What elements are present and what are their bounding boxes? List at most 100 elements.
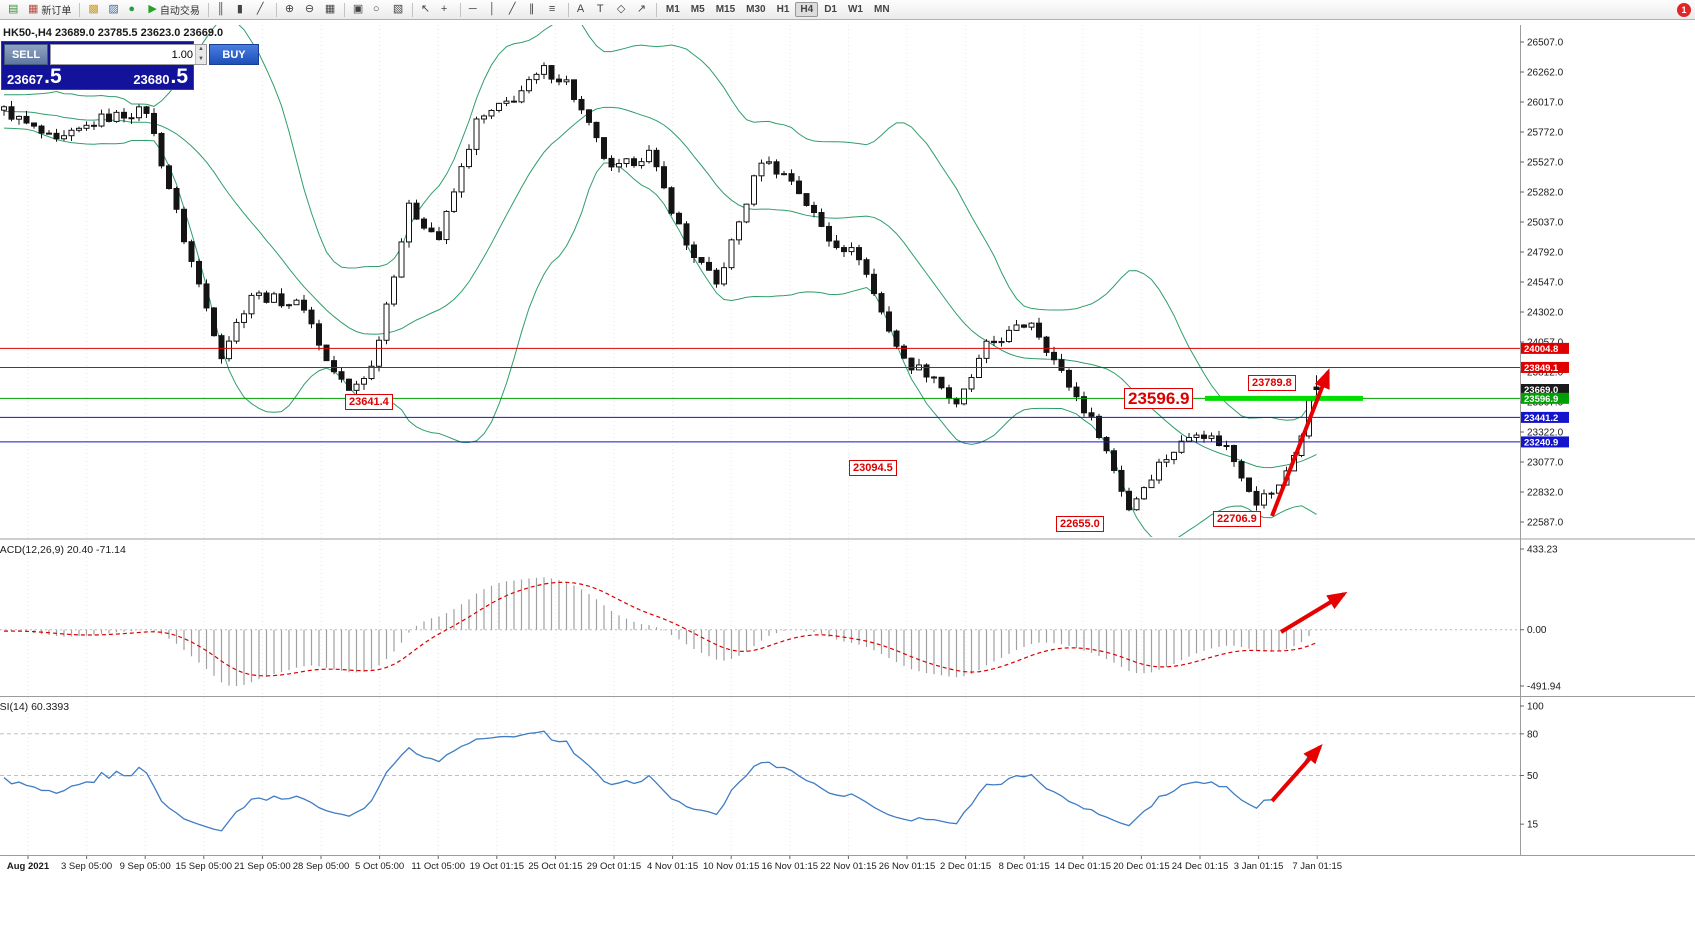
buy-price-pips: .5 bbox=[170, 65, 188, 88]
svg-text:26507.0: 26507.0 bbox=[1527, 38, 1564, 49]
svg-text:24792.0: 24792.0 bbox=[1527, 248, 1564, 259]
timeframe-m5[interactable]: M5 bbox=[690, 4, 705, 15]
price-annotation[interactable]: 23641.4 bbox=[345, 394, 393, 410]
timeframe-w1[interactable]: W1 bbox=[847, 4, 863, 15]
svg-text:24004.8: 24004.8 bbox=[1524, 344, 1558, 355]
svg-text:26262.0: 26262.0 bbox=[1527, 68, 1564, 79]
svg-text:26017.0: 26017.0 bbox=[1527, 98, 1564, 109]
line-mode-icon[interactable]: ╱ bbox=[253, 1, 272, 18]
mailbox-icon[interactable]: ▩ bbox=[84, 1, 103, 18]
new-order-glyph: ▦ bbox=[28, 3, 39, 15]
buy-button[interactable]: BUY bbox=[209, 44, 259, 65]
sell-price[interactable]: 23667.5 bbox=[7, 65, 62, 88]
crosshair-icon-glyph: + bbox=[440, 3, 448, 15]
notification-badge[interactable]: 1 bbox=[1677, 2, 1691, 17]
timeframe-h1[interactable]: H1 bbox=[776, 4, 790, 15]
tile-windows-icon-glyph: ▦ bbox=[324, 3, 336, 15]
zoom-in-icon[interactable]: ⊕ bbox=[281, 1, 300, 18]
volume-up-icon[interactable]: ▲ bbox=[195, 45, 206, 55]
strategy-tester-icon[interactable]: ▧ bbox=[389, 1, 408, 18]
sell-button[interactable]: SELL bbox=[4, 44, 48, 65]
svg-text:25282.0: 25282.0 bbox=[1527, 188, 1564, 199]
market-icon-glyph: ▨ bbox=[108, 3, 119, 15]
timeframe-m1[interactable]: M1 bbox=[665, 4, 680, 15]
tile-windows-icon[interactable]: ▦ bbox=[321, 1, 340, 18]
price-axis[interactable]: 26507.0 26262.0 26017.0 25772.0 25527.0 25282… bbox=[1520, 38, 1569, 831]
clock-icon-glyph: ○ bbox=[372, 3, 380, 15]
text-icon[interactable]: A bbox=[573, 1, 592, 18]
price-annotation[interactable]: 22706.9 bbox=[1213, 511, 1261, 527]
chart-window-icon[interactable]: ▤ bbox=[4, 1, 23, 18]
community-icon[interactable]: ● bbox=[124, 1, 143, 18]
time-axis[interactable]: Aug 2021 3 Sep 05:00 9 Sep 05:00 15 Sep 05:… bbox=[7, 855, 1342, 872]
horizontal-line-icon[interactable]: ─ bbox=[465, 1, 484, 18]
svg-text:25772.0: 25772.0 bbox=[1527, 128, 1564, 139]
market-icon[interactable]: ▨ bbox=[104, 1, 123, 18]
new-chart-icon[interactable]: ▣ bbox=[349, 1, 368, 18]
label-icon[interactable]: T bbox=[593, 1, 612, 18]
trend-arrow[interactable] bbox=[1279, 591, 1348, 634]
sell-price-pips: .5 bbox=[44, 65, 62, 88]
zoom-out-icon[interactable]: ⊖ bbox=[301, 1, 320, 18]
candles-mode-icon[interactable]: ▮ bbox=[233, 1, 252, 18]
svg-text:100: 100 bbox=[1527, 702, 1544, 713]
price-annotation[interactable]: 23094.5 bbox=[849, 460, 897, 476]
vertical-line-icon-glyph: │ bbox=[488, 3, 496, 15]
buy-price[interactable]: 23680.5 bbox=[133, 65, 188, 88]
grid bbox=[27, 25, 1318, 855]
svg-text:22832.0: 22832.0 bbox=[1527, 488, 1564, 499]
svg-text:433.23: 433.23 bbox=[1527, 545, 1558, 556]
vertical-line-icon[interactable]: │ bbox=[485, 1, 504, 18]
community-icon-glyph: ● bbox=[128, 3, 136, 15]
trendline-icon[interactable]: ╱ bbox=[505, 1, 524, 18]
toolbar-separator bbox=[459, 2, 461, 17]
clock-icon[interactable]: ○ bbox=[369, 1, 388, 18]
svg-text:26 Nov 01:15: 26 Nov 01:15 bbox=[879, 861, 936, 872]
toolbar-separator bbox=[207, 2, 209, 17]
svg-text:50: 50 bbox=[1527, 771, 1539, 782]
cursor-icon-glyph: ↖ bbox=[420, 3, 431, 15]
svg-text:15: 15 bbox=[1527, 820, 1539, 831]
timeframe-mn[interactable]: MN bbox=[873, 4, 890, 15]
one-click-trading-panel: SELL ▲ ▼ BUY 23667.5 23680.5 bbox=[2, 42, 259, 89]
trend-arrow[interactable] bbox=[1270, 744, 1323, 803]
crosshair-icon[interactable]: + bbox=[437, 1, 456, 18]
fibonacci-icon[interactable]: ≡ bbox=[545, 1, 564, 18]
bars-mode-icon[interactable]: ║ bbox=[213, 1, 232, 18]
svg-text:22587.0: 22587.0 bbox=[1527, 518, 1564, 529]
svg-text:16 Nov 01:15: 16 Nov 01:15 bbox=[762, 861, 819, 872]
new-order-button[interactable]: ▦ 新订单 bbox=[24, 1, 75, 18]
autotrade-button[interactable]: ▶ 自动交易 bbox=[144, 1, 203, 18]
timeframe-m15[interactable]: M15 bbox=[715, 4, 736, 15]
trend-arrow[interactable] bbox=[1270, 368, 1330, 517]
label-icon-glyph: T bbox=[596, 3, 604, 15]
svg-text:23596.9: 23596.9 bbox=[1524, 394, 1558, 405]
bars-mode-icon-glyph: ║ bbox=[216, 3, 225, 15]
shapes-icon-glyph: ◇ bbox=[616, 3, 626, 15]
toolbar: ▤ ▦ 新订单 ▩ ▨ ● ▶ 自动交易 ║ ▮ ╱ ⊕ ⊖ ▦ ▣ ○ ▧ ↖ + ─ │ ╱ ∥ ≡ A T ◇ ↗ M1 M5 M15… bbox=[0, 0, 1695, 20]
channel-icon[interactable]: ∥ bbox=[525, 1, 544, 18]
timeframe-h4[interactable]: H4 bbox=[795, 2, 819, 17]
volume-down-icon[interactable]: ▼ bbox=[195, 54, 206, 64]
shapes-icon[interactable]: ◇ bbox=[613, 1, 632, 18]
volume-control: ▲ ▼ bbox=[50, 44, 207, 65]
chart-window[interactable]: Aug 2021 3 Sep 05:00 9 Sep 05:00 15 Sep 05:… bbox=[0, 20, 1695, 945]
volume-input[interactable] bbox=[51, 45, 195, 64]
toolbar-separator bbox=[411, 2, 413, 17]
macd-series bbox=[3, 577, 1318, 686]
svg-text:22 Nov 01:15: 22 Nov 01:15 bbox=[820, 861, 877, 872]
volume-spinner: ▲ ▼ bbox=[195, 45, 206, 64]
price-annotation[interactable]: 23789.8 bbox=[1248, 375, 1296, 391]
price-annotation[interactable]: 22655.0 bbox=[1056, 516, 1104, 532]
arrow-tool-icon[interactable]: ↗ bbox=[633, 1, 652, 18]
price-tag: 23240.9 bbox=[1521, 436, 1569, 448]
toolbar-separator bbox=[79, 2, 81, 17]
timeframe-d1[interactable]: D1 bbox=[824, 4, 837, 15]
arrow-tool-icon-glyph: ↗ bbox=[636, 3, 647, 15]
cursor-icon[interactable]: ↖ bbox=[417, 1, 436, 18]
timeframe-m30[interactable]: M30 bbox=[746, 4, 766, 15]
svg-text:23240.9: 23240.9 bbox=[1524, 437, 1558, 448]
mailbox-icon-glyph: ▩ bbox=[88, 3, 99, 15]
chart-canvas[interactable]: Aug 2021 3 Sep 05:00 9 Sep 05:00 15 Sep 05:… bbox=[0, 20, 1695, 945]
key-level-annotation[interactable]: 23596.9 bbox=[1124, 388, 1194, 409]
